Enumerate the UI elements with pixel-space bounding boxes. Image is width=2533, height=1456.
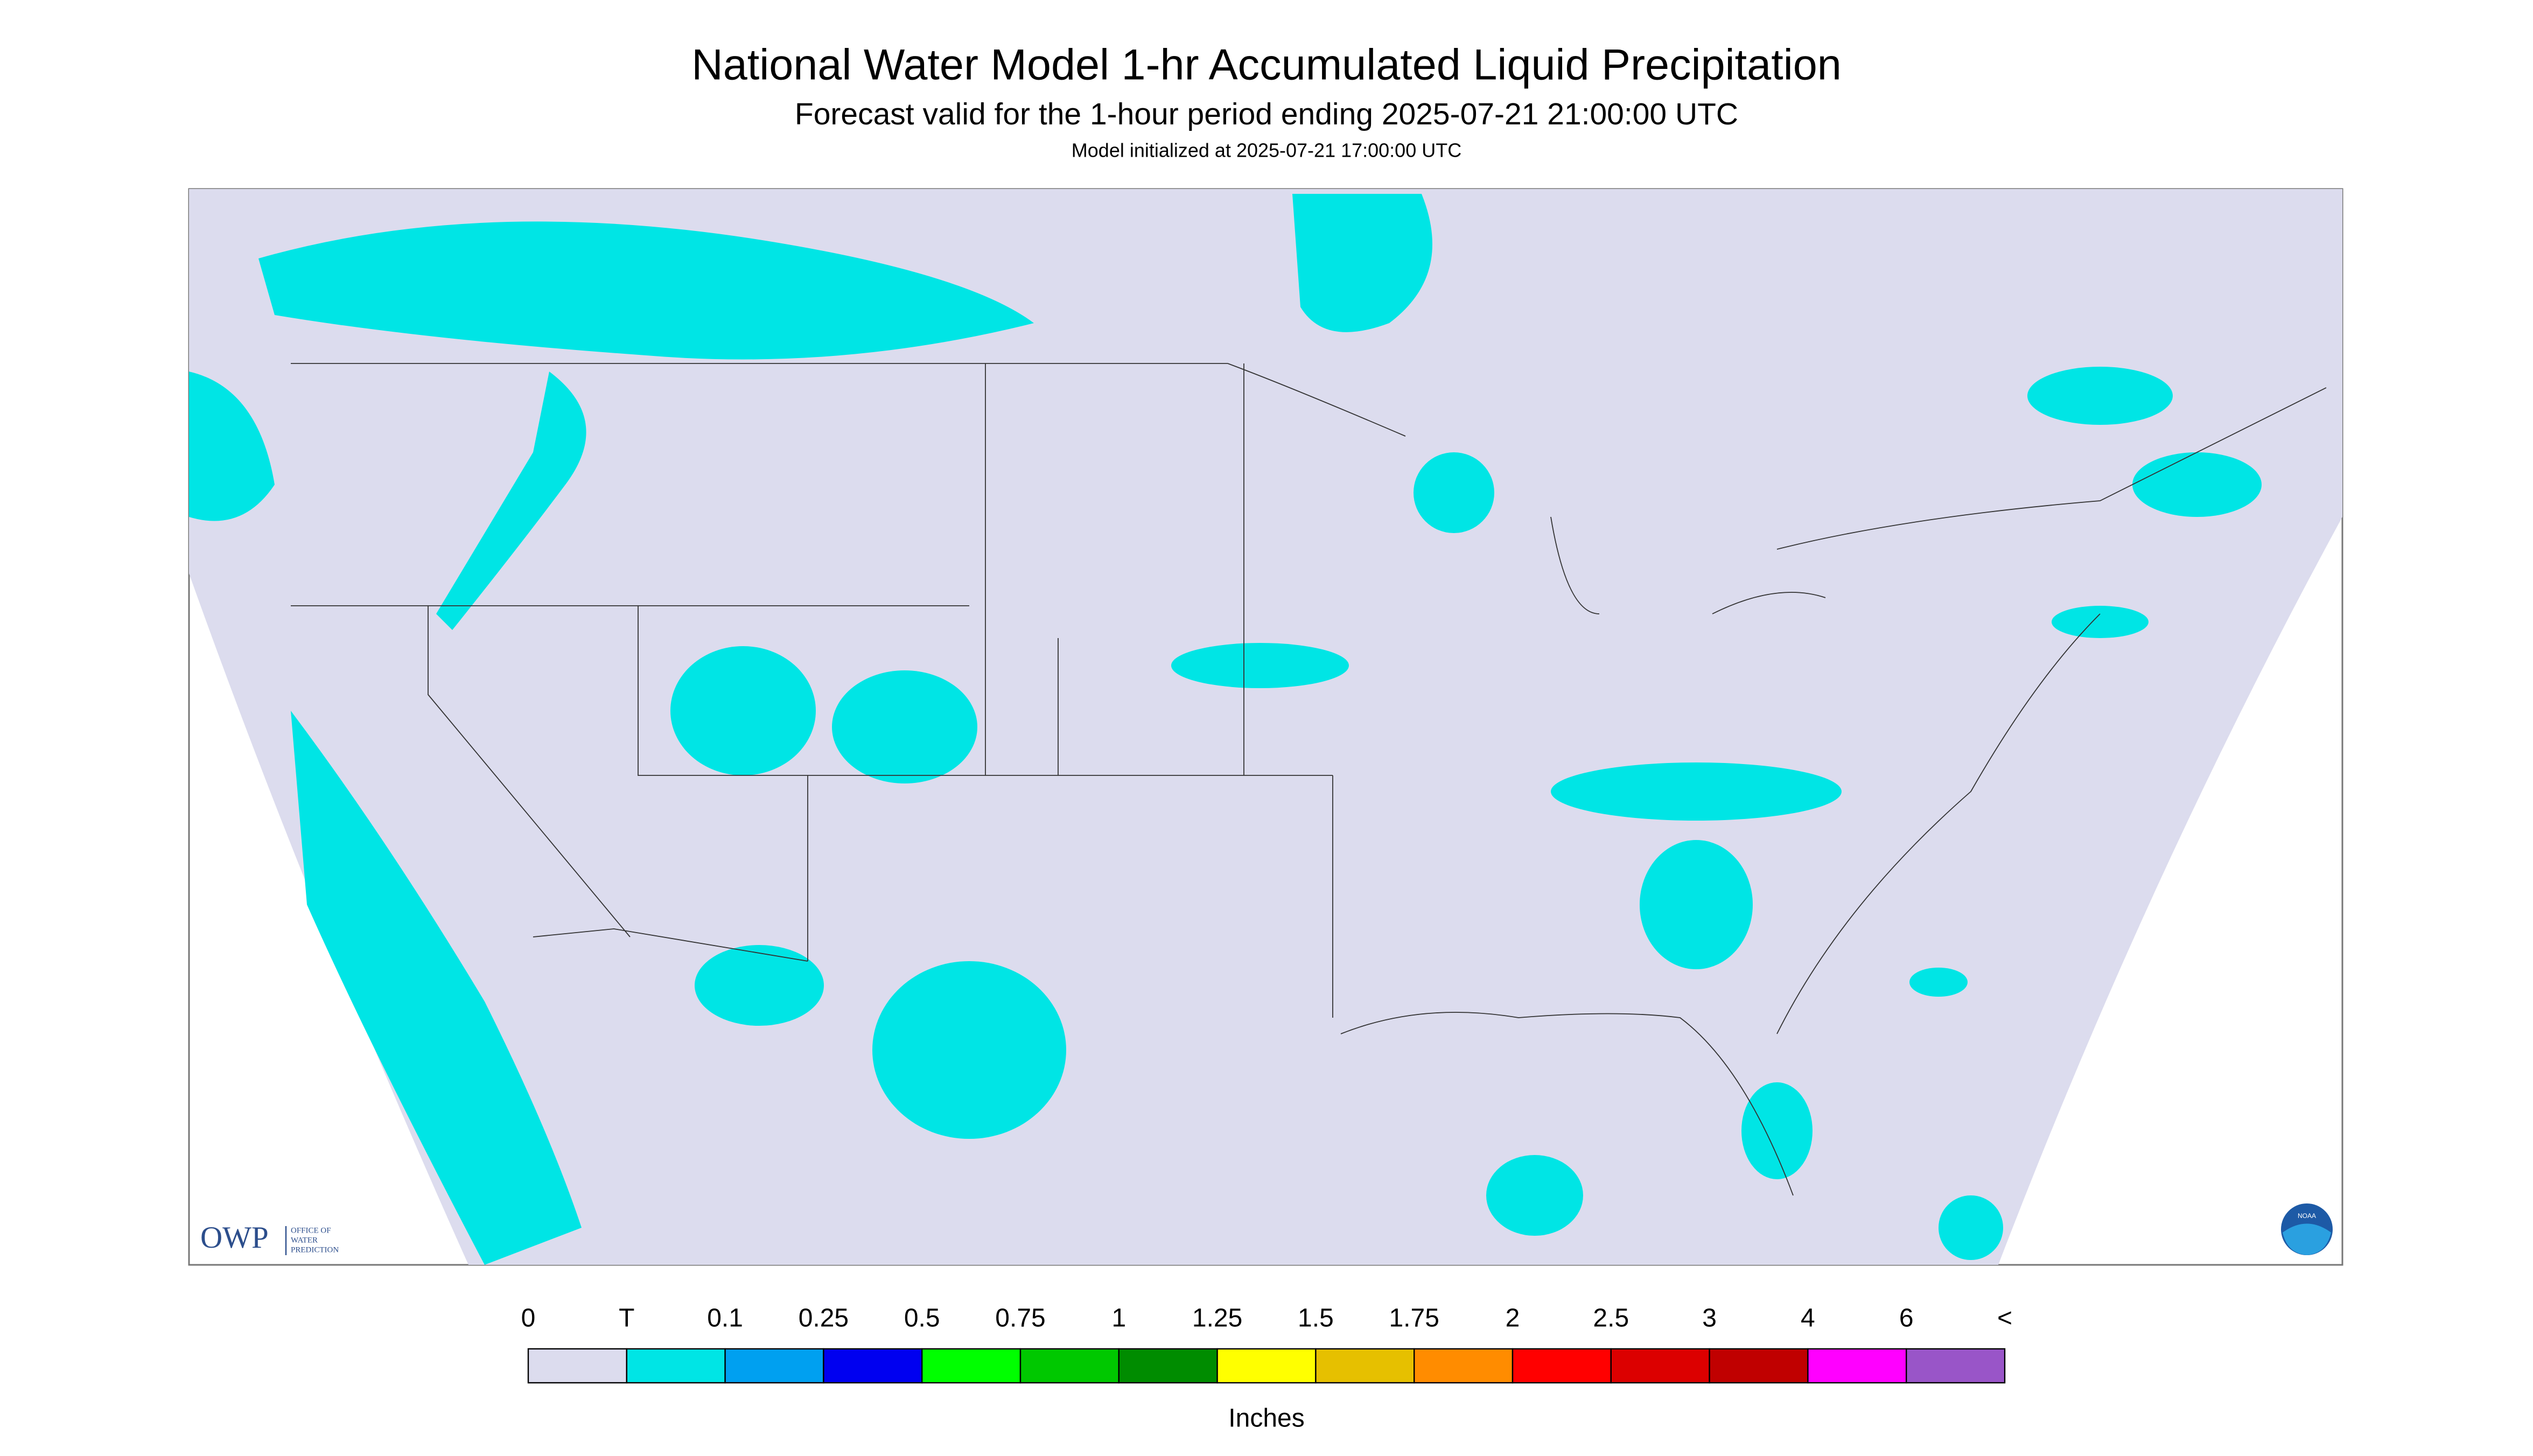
legend-label: 4	[1801, 1304, 1815, 1333]
legend-label: 0.1	[707, 1304, 743, 1333]
legend-swatch	[1414, 1348, 1514, 1384]
legend-label: 1.5	[1298, 1304, 1334, 1333]
legend-label: 1	[1111, 1304, 1126, 1333]
legend-label: 2.5	[1593, 1304, 1629, 1333]
legend-label: 0.5	[904, 1304, 940, 1333]
legend: 0 T 0.1 0.25 0.5 0.75 1 1.25 1.5 1.75 2 2.5 3 4 6 <	[521, 1304, 2012, 1384]
legend-swatch	[626, 1348, 726, 1384]
legend-label: 1.25	[1192, 1304, 1242, 1333]
legend-swatch	[527, 1348, 628, 1384]
legend-swatch	[1315, 1348, 1415, 1384]
title: National Water Model 1-hr Accumulated Li…	[691, 40, 1842, 89]
owp-logo-line: WATER	[291, 1236, 318, 1244]
precip-trace	[189, 194, 2262, 1265]
legend-swatch	[1118, 1348, 1218, 1384]
legend-label: 2	[1506, 1304, 1520, 1333]
legend-swatch	[1807, 1348, 1907, 1384]
legend-swatch	[1019, 1348, 1120, 1384]
legend-swatch	[1905, 1348, 2006, 1384]
legend-swatch	[1216, 1348, 1317, 1384]
legend-label: 6	[1899, 1304, 1914, 1333]
legend-label: T	[619, 1304, 634, 1333]
subtitle: Forecast valid for the 1-hour period end…	[795, 97, 1738, 131]
legend-label: <	[1997, 1304, 2012, 1333]
legend-label: 0.75	[995, 1304, 1045, 1333]
legend-label: 1.75	[1389, 1304, 1439, 1333]
legend-label: 3	[1702, 1304, 1717, 1333]
legend-swatch	[921, 1348, 1021, 1384]
legend-label: 0	[521, 1304, 536, 1333]
legend-units: Inches	[1228, 1404, 1304, 1433]
legend-swatch	[1512, 1348, 1612, 1384]
legend-swatch	[1709, 1348, 1809, 1384]
legend-swatch	[724, 1348, 824, 1384]
init-note: Model initialized at 2025-07-21 17:00:00…	[1072, 139, 1461, 162]
map-panel: OWP OFFICE OF WATER PREDICTION NOAA	[188, 188, 2343, 1266]
legend-swatch	[1610, 1348, 1710, 1384]
boundaries	[291, 363, 2327, 1196]
legend-label: 0.25	[799, 1304, 849, 1333]
owp-logo-line: OFFICE OF	[291, 1226, 331, 1235]
noaa-logo-wave	[2283, 1223, 2331, 1256]
owp-logo-line: PREDICTION	[291, 1245, 339, 1254]
legend-swatch	[823, 1348, 923, 1384]
noaa-logo-text: NOAA	[2298, 1212, 2316, 1220]
owp-logo: OWP	[200, 1221, 269, 1255]
